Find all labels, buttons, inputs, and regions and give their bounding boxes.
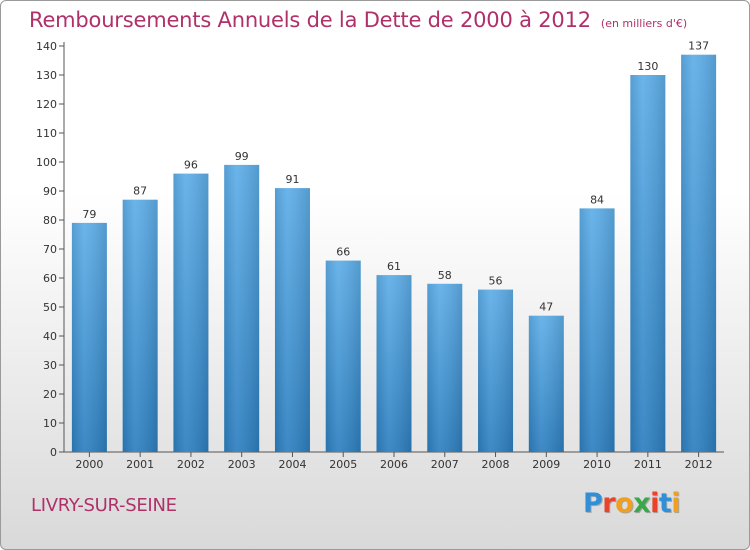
chart-title: Remboursements Annuels de la Dette de 20… <box>29 8 687 32</box>
logo-letter: P <box>583 488 603 519</box>
bar-value-label: 79 <box>82 208 96 221</box>
bar-shade-2006 <box>376 275 412 452</box>
bar-value-label: 47 <box>539 301 553 314</box>
x-axis: 2000 2001 2002 2003 2004 2005 2006 2007 2008 2009… <box>64 451 724 471</box>
logo-letter: i <box>650 488 659 519</box>
y-tick-label: 130 <box>36 69 57 82</box>
x-tick-label: 2004 <box>278 458 306 471</box>
x-tick-label: 2005 <box>329 458 357 471</box>
x-tick-label: 2010 <box>583 458 611 471</box>
x-tick-label: 2007 <box>431 458 459 471</box>
bar-shade-2008 <box>478 289 514 452</box>
y-tick-label: 80 <box>43 214 57 227</box>
bar-value-label: 58 <box>438 269 452 282</box>
bar-shade-2002 <box>173 173 209 452</box>
bar-shade-2009 <box>528 315 564 452</box>
x-tick-label: 2006 <box>380 458 408 471</box>
x-tick-label: 2011 <box>634 458 662 471</box>
bar-shade-2000 <box>71 222 107 452</box>
logo-letter: i <box>671 488 681 519</box>
y-tick-label: 120 <box>36 98 57 111</box>
x-tick-label: 2001 <box>126 458 154 471</box>
y-tick-label: 50 <box>43 301 57 314</box>
proxiti-logo[interactable]: Proxiti <box>583 488 681 519</box>
x-tick-label: 2002 <box>177 458 205 471</box>
y-tick-label: 40 <box>43 330 57 343</box>
logo-letter: t <box>658 488 672 519</box>
bar-value-label: 87 <box>133 185 147 198</box>
bars: 79 87 96 99 91 66 61 58 56 47 84 130 137 <box>71 40 717 452</box>
bar-shade-2011 <box>630 75 666 452</box>
bar-shade-2010 <box>579 208 615 452</box>
logo-letter: x <box>633 488 651 519</box>
bar-value-label: 84 <box>590 193 604 206</box>
chart-subtitle: (en milliers d'€) <box>600 17 688 30</box>
y-tick-label: 20 <box>43 388 57 401</box>
y-axis: 0 10 20 30 40 50 60 70 80 90 100 110 120 130 140 <box>36 40 65 459</box>
bar-shade-2001 <box>122 199 158 452</box>
bar-shade-2005 <box>325 260 361 452</box>
bar-shade-2003 <box>224 164 260 452</box>
y-tick-label: 90 <box>43 185 57 198</box>
y-tick-label: 30 <box>43 359 57 372</box>
y-tick-label: 60 <box>43 272 57 285</box>
bar-shade-2004 <box>274 188 310 452</box>
town-name: LIVRY-SUR-SEINE <box>31 495 177 516</box>
bar-value-label: 66 <box>336 246 350 259</box>
x-tick-label: 2012 <box>685 458 713 471</box>
x-tick-label: 2000 <box>75 458 103 471</box>
y-tick-label: 0 <box>50 446 57 459</box>
bar-value-label: 130 <box>637 60 658 73</box>
bar-value-label: 56 <box>489 275 503 288</box>
logo-letter: r <box>602 488 616 519</box>
bar-value-label: 91 <box>285 173 299 186</box>
y-tick-label: 140 <box>36 40 57 53</box>
bar-value-label: 137 <box>688 40 709 53</box>
y-tick-label: 10 <box>43 417 57 430</box>
y-tick-label: 70 <box>43 243 57 256</box>
y-tick-label: 100 <box>36 156 57 169</box>
bar-shade-2012 <box>681 54 717 452</box>
chart-title-text: Remboursements Annuels de la Dette de 20… <box>29 8 591 32</box>
x-tick-label: 2008 <box>482 458 510 471</box>
x-tick-label: 2009 <box>532 458 560 471</box>
bar-shade-2007 <box>427 283 463 452</box>
x-tick-label: 2003 <box>228 458 256 471</box>
y-tick-label: 110 <box>36 127 57 140</box>
bar-value-label: 96 <box>184 159 198 172</box>
logo-letter: o <box>615 488 634 519</box>
bar-value-label: 61 <box>387 260 401 273</box>
bar-value-label: 99 <box>235 150 249 163</box>
